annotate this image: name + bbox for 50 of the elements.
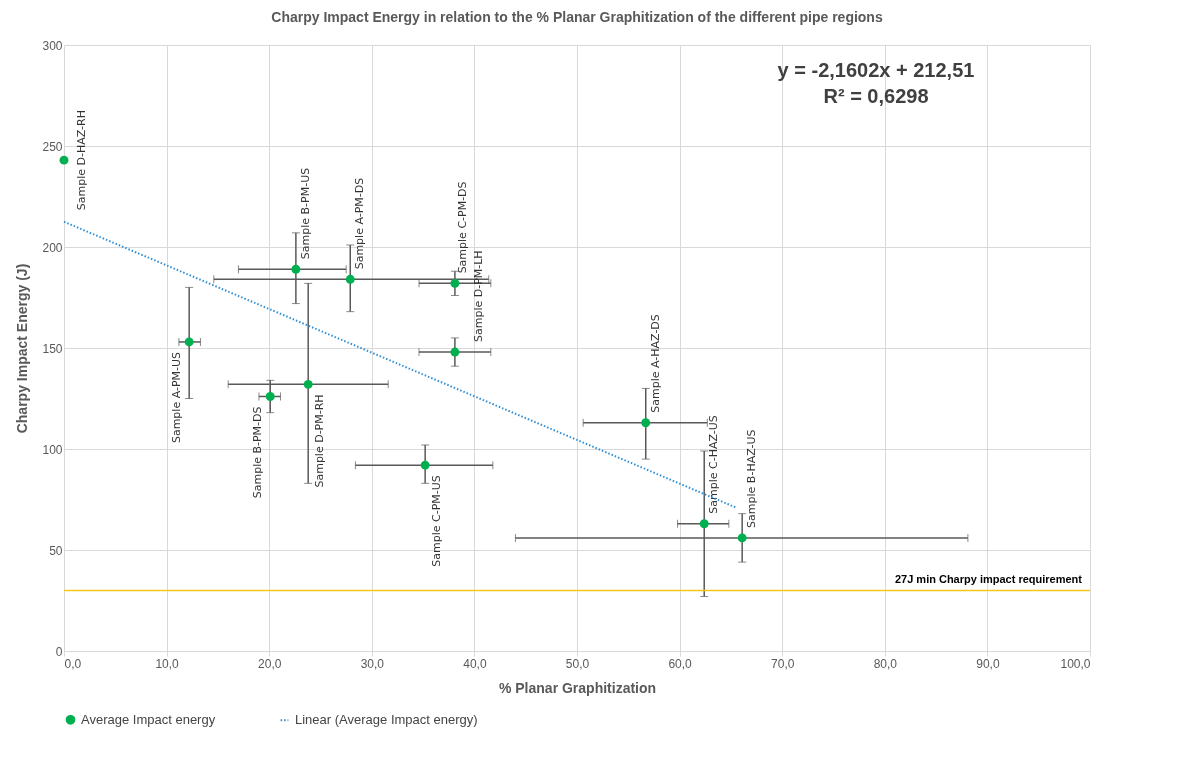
- x-tick-label: 30,0: [360, 656, 385, 671]
- data-label: Sample C-PM-DS: [455, 181, 469, 274]
- point: [450, 347, 460, 357]
- data-label: Sample A-PM-US: [170, 351, 184, 444]
- x-tick-label: 80,0: [873, 656, 898, 671]
- data-label: Sample D-PM-RH: [313, 394, 327, 488]
- y-tick-label: 250: [42, 139, 63, 154]
- data-label: Sample D-HAZ-RH: [75, 110, 88, 211]
- y-tick-label: 50: [49, 543, 63, 558]
- data-label: Sample C-HAZ-US: [707, 415, 721, 514]
- data-label: Sample B-PM-US: [298, 167, 312, 260]
- y-axis-title: Charpy Impact Energy (J): [14, 263, 31, 434]
- legend-label: Linear (Average Impact energy): [295, 712, 478, 728]
- x-tick-label: 50,0: [565, 656, 590, 671]
- point: [265, 392, 275, 401]
- point: [641, 418, 651, 428]
- annotation: R² = 0,6298: [823, 85, 929, 107]
- data-label: Sample A-HAZ-DS: [648, 314, 662, 413]
- point: [420, 460, 430, 470]
- x-tick-label: 10,0: [155, 656, 180, 671]
- y-tick-label: 150: [42, 341, 63, 356]
- x-tick-label: 0,0: [64, 656, 82, 671]
- point: [59, 155, 69, 165]
- x-tick-label: 90,0: [976, 656, 1000, 671]
- chart-title: Charpy Impact Energy in relation to the % Planar Graphitization of the different pipe regions: [271, 9, 883, 25]
- x-tick-label: 20,0: [258, 656, 282, 671]
- point: [184, 337, 194, 347]
- y-tick-label: 100: [42, 442, 63, 457]
- point: [291, 264, 301, 274]
- ref-line-label: 27J min Charpy impact requirement: [894, 573, 1083, 586]
- legend-label: Average Impact energy: [81, 711, 216, 727]
- data-label: Sample C-PM-US: [430, 475, 444, 567]
- data-label: Sample B-PM-DS: [251, 406, 265, 499]
- x-tick-label: 40,0: [463, 656, 487, 671]
- x-tick-label: 70,0: [771, 656, 795, 671]
- data-label: Sample B-HAZ-US: [745, 429, 759, 528]
- y-tick-label: 0: [55, 644, 63, 659]
- point: [737, 533, 747, 543]
- data-label: Sample D-PM-LH: [471, 250, 485, 343]
- point: [345, 274, 355, 284]
- x-tick-label: 100,0: [1060, 656, 1091, 671]
- y-tick-label: 300: [42, 38, 63, 53]
- point: [450, 278, 460, 288]
- point: [699, 519, 709, 529]
- data-label: Sample A-PM-DS: [353, 177, 367, 270]
- x-tick-label: 60,0: [668, 656, 693, 671]
- point: [303, 379, 313, 389]
- y-tick-label: 200: [42, 240, 63, 255]
- annotation: y = -2,1602x + 212,51: [777, 59, 975, 81]
- x-axis-title: % Planar Graphitization: [498, 679, 657, 696]
